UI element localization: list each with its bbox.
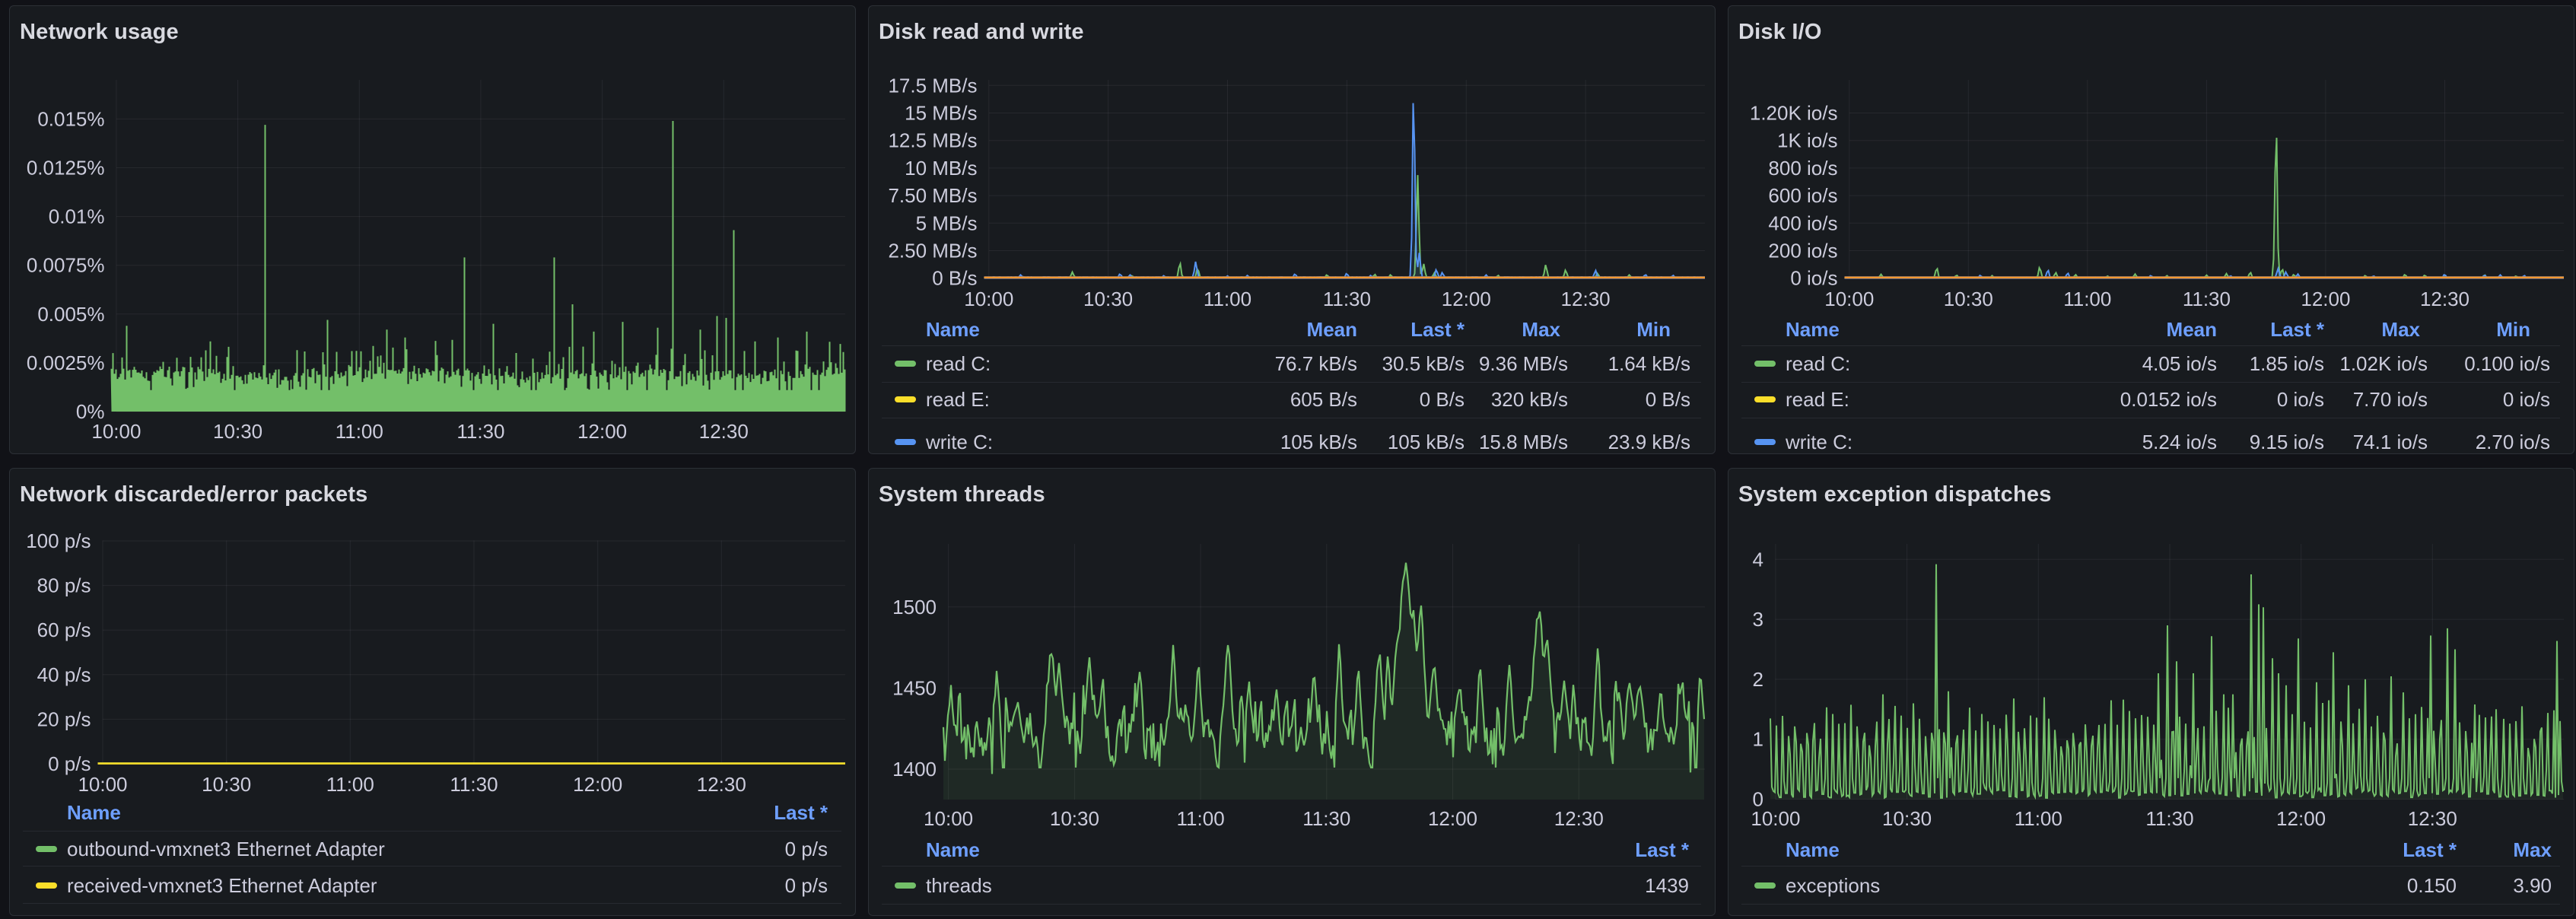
- svg-text:11:00: 11:00: [336, 420, 383, 443]
- svg-text:12.5 MB/s: 12.5 MB/s: [888, 129, 977, 152]
- svg-text:1K io/s: 1K io/s: [1777, 129, 1838, 152]
- svg-text:12:00: 12:00: [1428, 807, 1477, 830]
- svg-text:0: 0: [1753, 788, 1763, 811]
- svg-text:1500: 1500: [892, 596, 937, 618]
- svg-text:4: 4: [1753, 548, 1763, 571]
- svg-text:7.50 MB/s: 7.50 MB/s: [888, 184, 977, 207]
- svg-text:10:30: 10:30: [1882, 807, 1932, 830]
- svg-text:11:00: 11:00: [1177, 807, 1225, 830]
- svg-text:2.50 MB/s: 2.50 MB/s: [888, 240, 977, 262]
- svg-text:10:30: 10:30: [1944, 288, 1993, 310]
- svg-text:10:00: 10:00: [924, 807, 973, 830]
- svg-text:11:00: 11:00: [1204, 288, 1251, 310]
- svg-text:1: 1: [1753, 728, 1763, 751]
- svg-text:10:00: 10:00: [1824, 288, 1874, 310]
- svg-text:11:30: 11:30: [456, 420, 504, 443]
- svg-text:5 MB/s: 5 MB/s: [916, 211, 978, 234]
- svg-text:12:30: 12:30: [1561, 288, 1611, 310]
- svg-text:11:30: 11:30: [450, 773, 498, 796]
- svg-text:11:30: 11:30: [2183, 288, 2231, 310]
- svg-text:600 io/s: 600 io/s: [1768, 184, 1837, 207]
- svg-text:3: 3: [1753, 608, 1763, 631]
- svg-text:40 p/s: 40 p/s: [37, 663, 91, 686]
- svg-text:11:30: 11:30: [1323, 288, 1371, 310]
- svg-text:12:30: 12:30: [699, 420, 749, 443]
- svg-text:12:30: 12:30: [2420, 288, 2469, 310]
- svg-text:10:00: 10:00: [78, 773, 127, 796]
- svg-text:15 MB/s: 15 MB/s: [905, 102, 977, 125]
- svg-text:2: 2: [1753, 668, 1763, 691]
- svg-text:12:30: 12:30: [1554, 807, 1604, 830]
- svg-text:10:30: 10:30: [1083, 288, 1133, 310]
- svg-text:12:00: 12:00: [2276, 807, 2326, 830]
- svg-text:20 p/s: 20 p/s: [37, 708, 91, 730]
- svg-text:10:00: 10:00: [91, 420, 141, 443]
- svg-text:11:30: 11:30: [1302, 807, 1350, 830]
- svg-text:0.0125%: 0.0125%: [27, 157, 105, 180]
- svg-text:10:30: 10:30: [213, 420, 262, 443]
- svg-text:0%: 0%: [76, 400, 105, 423]
- svg-text:1450: 1450: [892, 676, 937, 699]
- svg-text:0.005%: 0.005%: [37, 303, 104, 326]
- svg-text:10:30: 10:30: [1050, 807, 1099, 830]
- svg-text:12:00: 12:00: [573, 773, 622, 796]
- svg-text:0.01%: 0.01%: [49, 205, 105, 228]
- svg-text:80 p/s: 80 p/s: [37, 574, 91, 597]
- svg-text:0.015%: 0.015%: [37, 107, 104, 130]
- svg-text:1.20K io/s: 1.20K io/s: [1750, 102, 1838, 125]
- svg-text:11:00: 11:00: [2015, 807, 2062, 830]
- svg-text:11:00: 11:00: [326, 773, 374, 796]
- svg-text:100 p/s: 100 p/s: [26, 529, 91, 552]
- svg-text:0.0025%: 0.0025%: [27, 351, 105, 374]
- svg-text:12:00: 12:00: [577, 420, 627, 443]
- svg-text:60 p/s: 60 p/s: [37, 618, 91, 641]
- svg-text:10:00: 10:00: [964, 288, 1013, 310]
- svg-text:17.5 MB/s: 17.5 MB/s: [888, 74, 977, 97]
- svg-text:10:30: 10:30: [202, 773, 251, 796]
- svg-text:0 B/s: 0 B/s: [932, 267, 977, 290]
- svg-text:0 p/s: 0 p/s: [48, 752, 91, 775]
- svg-text:12:30: 12:30: [697, 773, 746, 796]
- svg-text:12:30: 12:30: [2408, 807, 2457, 830]
- svg-text:0 io/s: 0 io/s: [1790, 267, 1837, 290]
- svg-text:10:00: 10:00: [1751, 807, 1800, 830]
- svg-text:11:30: 11:30: [2145, 807, 2193, 830]
- svg-text:12:00: 12:00: [2301, 288, 2350, 310]
- svg-text:400 io/s: 400 io/s: [1768, 211, 1837, 234]
- svg-text:0.0075%: 0.0075%: [27, 254, 105, 277]
- svg-text:800 io/s: 800 io/s: [1768, 157, 1837, 180]
- svg-text:12:00: 12:00: [1442, 288, 1491, 310]
- svg-text:11:00: 11:00: [2063, 288, 2111, 310]
- svg-text:1400: 1400: [892, 758, 937, 781]
- svg-text:10 MB/s: 10 MB/s: [905, 157, 977, 180]
- svg-text:200 io/s: 200 io/s: [1768, 240, 1837, 262]
